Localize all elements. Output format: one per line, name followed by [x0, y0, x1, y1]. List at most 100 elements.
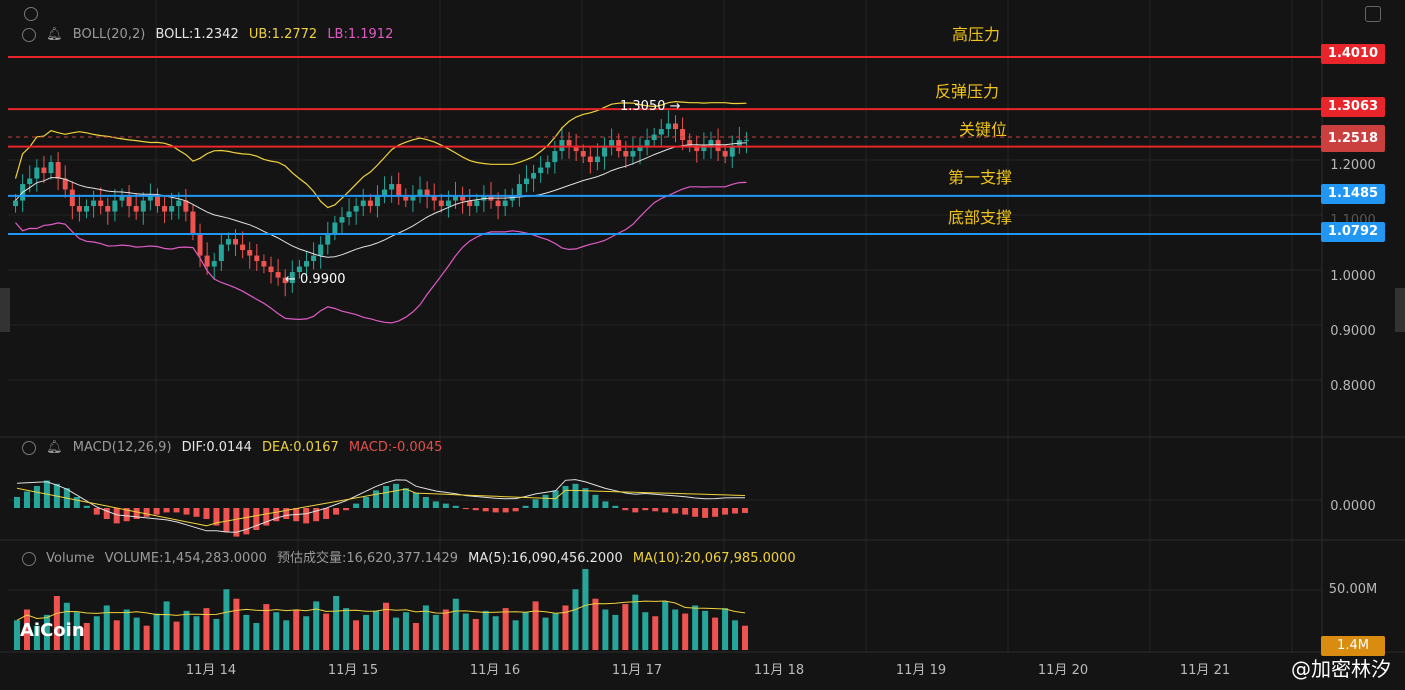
- macd-bar: [742, 508, 749, 513]
- macd-bar: [512, 508, 519, 512]
- candle-body: [303, 261, 309, 267]
- volume-est: 预估成交量:16,620,377.1429: [276, 551, 459, 566]
- volume-bar: [672, 609, 679, 650]
- candle-body: [154, 195, 160, 207]
- bell-icon[interactable]: 🔔︎: [46, 27, 63, 42]
- candle-body: [69, 189, 75, 207]
- chevron-down-icon[interactable]: [22, 27, 36, 42]
- macd-bar: [492, 508, 499, 513]
- macd-bar: [652, 508, 659, 512]
- candle-body: [453, 195, 459, 201]
- chevron-down-icon[interactable]: [22, 551, 36, 566]
- candle-body: [602, 145, 608, 157]
- candle-body: [55, 162, 61, 179]
- chevron-down-icon[interactable]: [22, 440, 36, 455]
- volume-bar: [542, 617, 549, 650]
- chevron-icon[interactable]: [24, 6, 38, 21]
- macd-bar: [203, 508, 210, 519]
- boll-ub: UB:1.2772: [248, 27, 318, 42]
- candle-body: [715, 140, 721, 152]
- candle-body: [566, 140, 572, 146]
- macd-bar: [33, 486, 40, 508]
- candle-body: [76, 206, 82, 212]
- candle-body: [282, 277, 288, 284]
- volume-bar: [333, 596, 340, 650]
- date-label: 11月 19: [895, 663, 947, 678]
- candle-body: [545, 162, 551, 168]
- candle-body: [523, 178, 529, 185]
- macd-bar: [522, 505, 529, 508]
- macd-bar: [382, 486, 389, 508]
- candle-body: [353, 206, 359, 212]
- macd-bar: [313, 508, 320, 522]
- volume-bar: [183, 610, 190, 650]
- volume-bar: [363, 614, 370, 650]
- candle-body: [424, 189, 430, 196]
- candle-body: [225, 239, 231, 245]
- high-point-label: 1.3050 →: [620, 99, 681, 114]
- price-axis-label: 1.0000: [1330, 269, 1376, 284]
- macd-bar: [592, 494, 599, 508]
- volume-bar: [462, 613, 469, 650]
- candle-body: [495, 200, 501, 207]
- date-label: 11月 20: [1037, 663, 1089, 678]
- left-panel-toggle[interactable]: [0, 288, 10, 332]
- macd-bar: [692, 508, 699, 517]
- candle-body: [573, 145, 579, 152]
- candle-body: [644, 140, 650, 146]
- candle-body: [140, 200, 146, 212]
- macd-bar: [702, 508, 709, 518]
- candle-body: [34, 167, 40, 179]
- macd-bar: [392, 483, 399, 508]
- date-label: 11月 15: [327, 663, 379, 678]
- candle-body: [389, 184, 395, 190]
- bell-icon[interactable]: 🔔︎: [46, 440, 63, 455]
- volume-bar: [23, 609, 30, 650]
- right-panel-toggle[interactable]: [1395, 288, 1405, 332]
- volume-bar: [382, 602, 389, 650]
- candle-body: [62, 178, 68, 190]
- macd-bar: [452, 505, 459, 508]
- candle-body: [169, 206, 175, 212]
- collapse-button[interactable]: [24, 6, 44, 21]
- candle-body: [133, 206, 139, 212]
- candle-body: [616, 140, 622, 152]
- date-label: 11月 17: [611, 663, 663, 678]
- volume-bar: [293, 609, 300, 650]
- volume-bar: [93, 616, 100, 650]
- volume-axis-label: 50.00M: [1328, 582, 1378, 597]
- macd-header: 🔔︎ MACD(12,26,9) DIF:0.0144 DEA:0.0167 M…: [22, 440, 448, 455]
- candle-body: [311, 255, 317, 262]
- aicoin-logo: AiCoin: [20, 620, 85, 641]
- macd-bar: [712, 508, 719, 517]
- price-tag-high: 1.4010: [1321, 44, 1385, 64]
- candle-body: [374, 195, 380, 207]
- candle-body: [204, 255, 210, 267]
- macd-bar: [572, 483, 579, 508]
- zone-label-bottom: 底部支撑: [947, 208, 1013, 227]
- volume-bar: [432, 614, 439, 650]
- volume-bar: [133, 617, 140, 650]
- volume-bar: [163, 601, 170, 650]
- candle-body: [360, 200, 366, 207]
- candle-body: [410, 195, 416, 201]
- candle-body: [460, 195, 466, 201]
- macd-bar: [622, 508, 629, 511]
- settings-icon[interactable]: [1365, 6, 1381, 22]
- volume-bar: [73, 612, 80, 650]
- volume-bar: [612, 614, 619, 650]
- volume-bar: [482, 610, 489, 650]
- candle-body: [637, 145, 643, 152]
- boll-upper-line: [14, 100, 747, 209]
- volume-bar: [512, 620, 519, 650]
- zone-label-rebound: 反弹压力: [934, 82, 1000, 101]
- price-tag-current: 1.2518: [1321, 125, 1385, 152]
- macd-bar: [402, 488, 409, 508]
- macd-dea: DEA:0.0167: [262, 440, 339, 455]
- macd-dea-line: [16, 487, 746, 527]
- volume-bar: [343, 608, 350, 650]
- volume-bar: [283, 620, 290, 650]
- macd-bar: [133, 508, 140, 519]
- candle-body: [630, 151, 636, 157]
